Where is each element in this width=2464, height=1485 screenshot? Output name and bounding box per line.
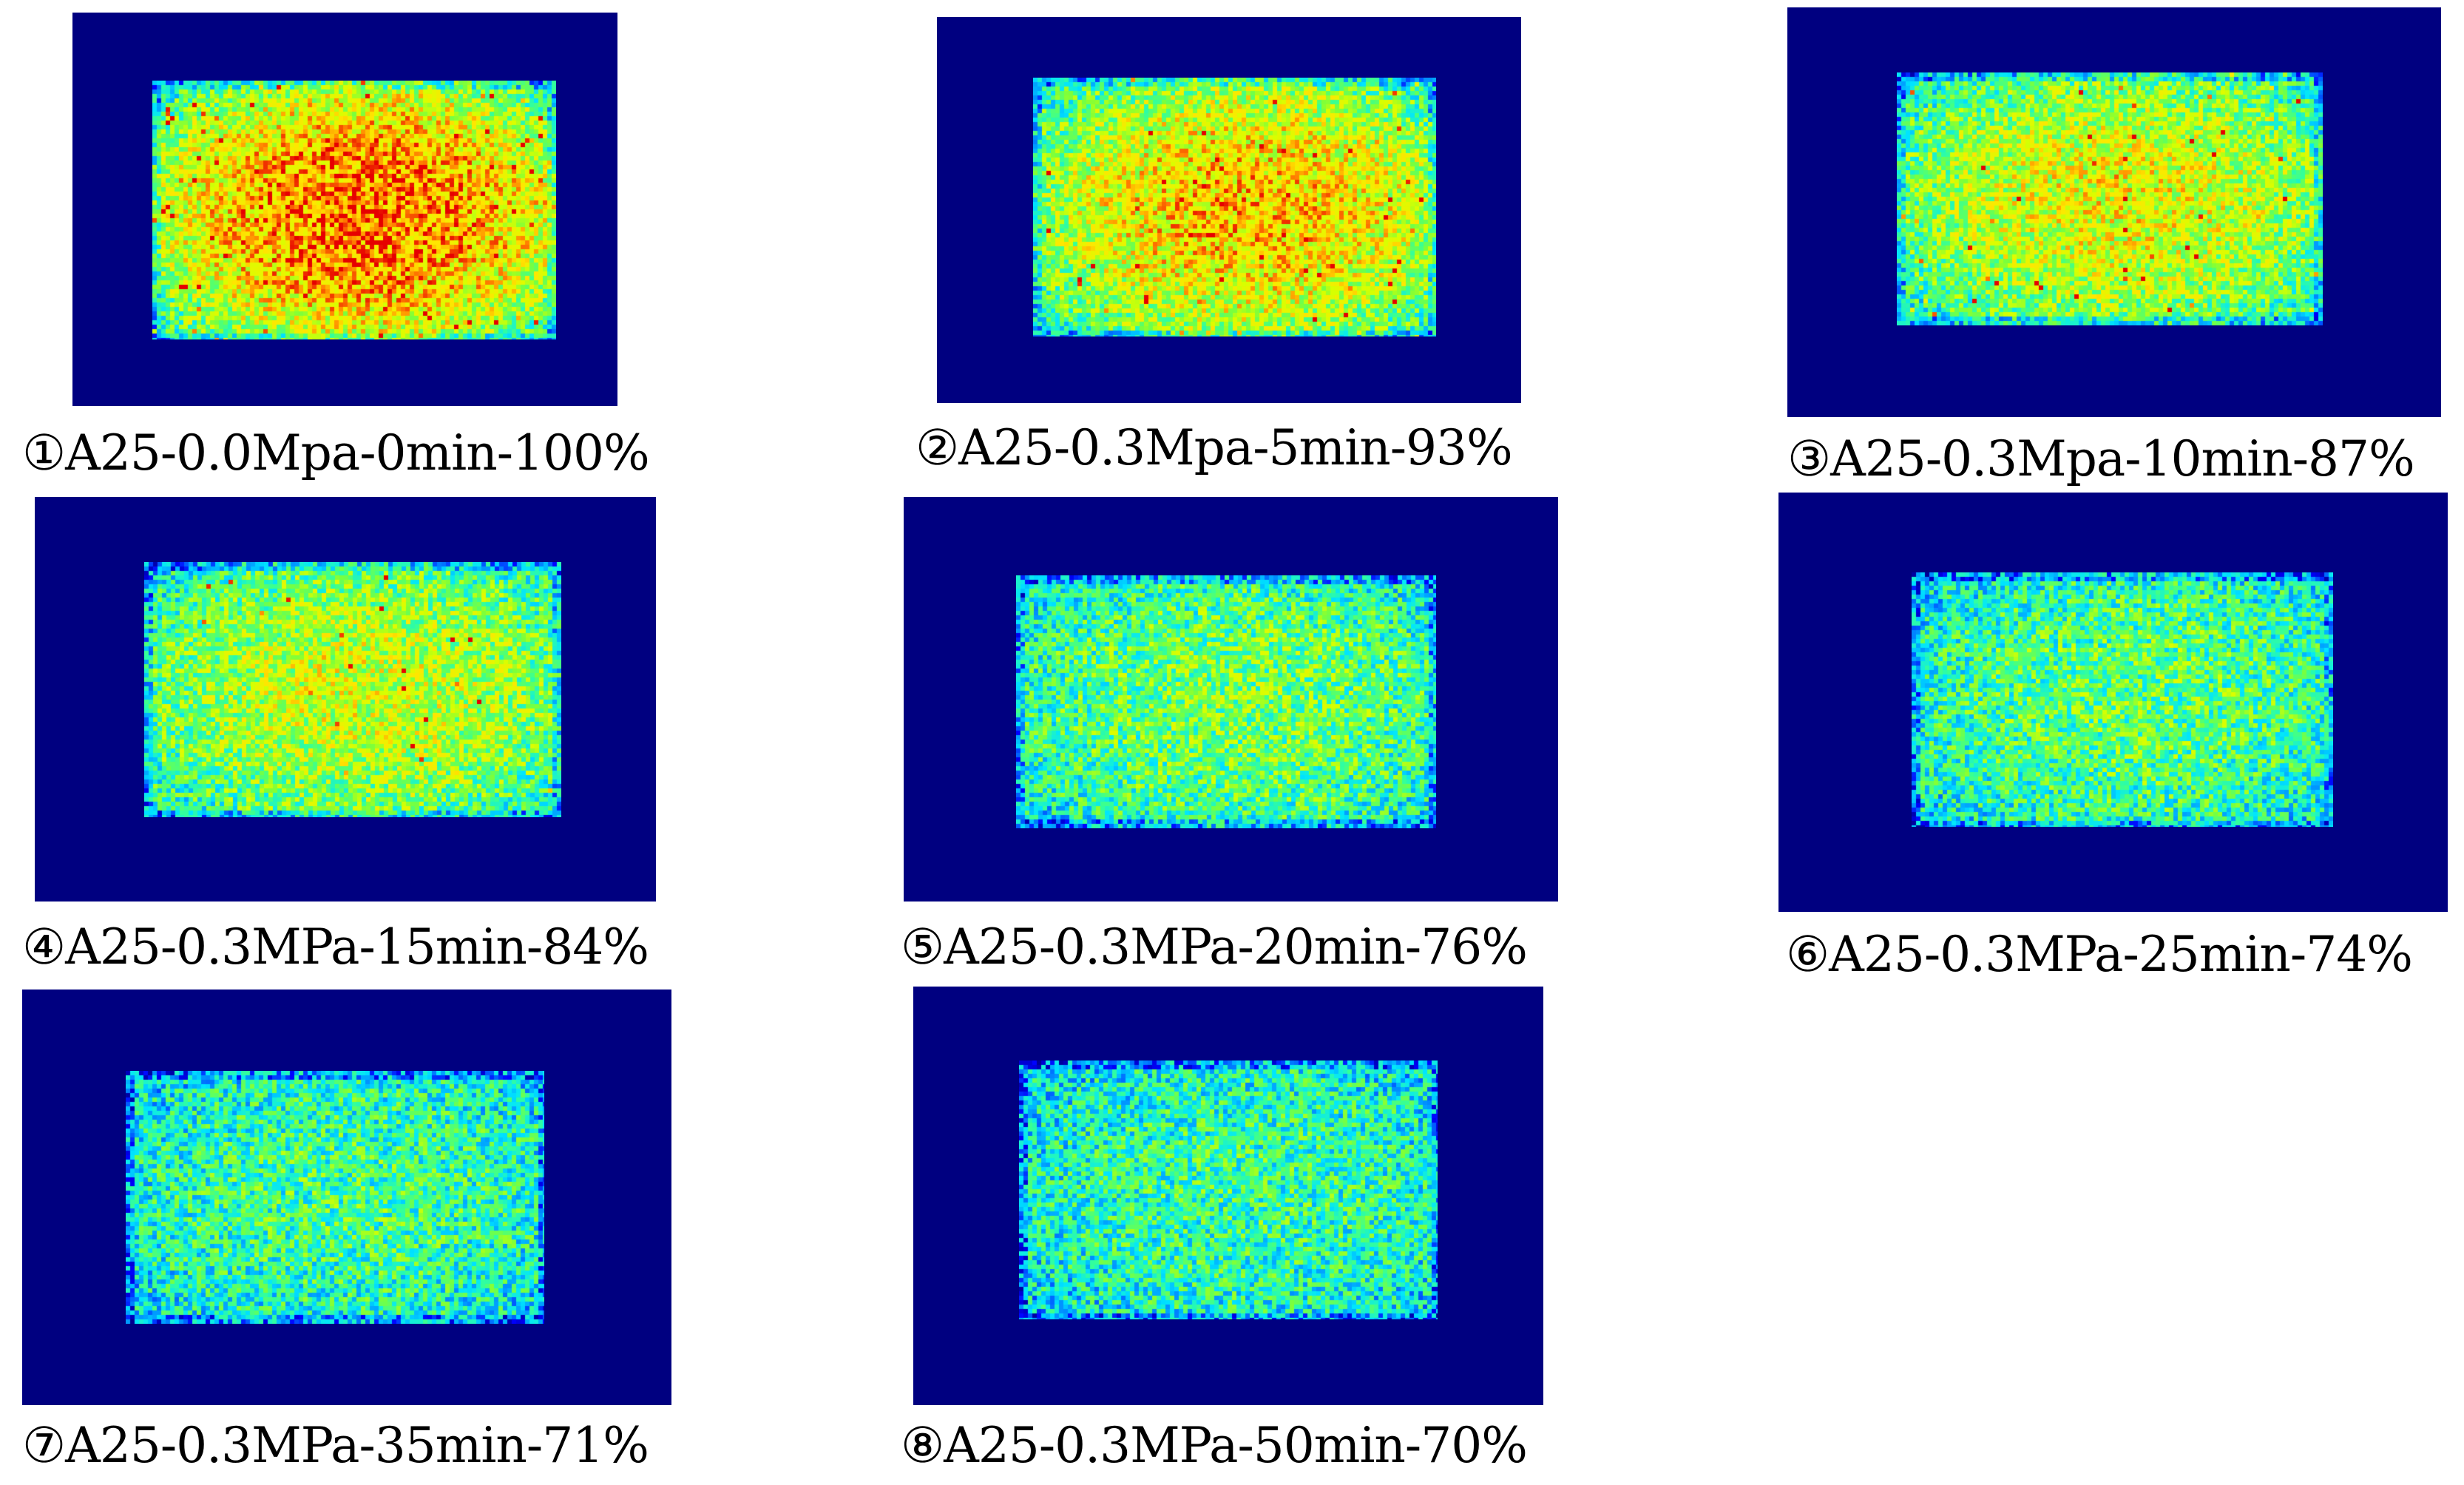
panel-label-3: ③A25-0.3Mpa-10min-87% — [1787, 430, 2415, 487]
signal-map-8 — [913, 987, 1543, 1405]
signal-map-4 — [35, 497, 656, 902]
panel-label-6: ⑥A25-0.3MPa-25min-74% — [1786, 926, 2413, 983]
panel-label-5: ⑤A25-0.3MPa-20min-76% — [901, 919, 1528, 975]
panel-label-7: ⑦A25-0.3MPa-35min-71% — [22, 1417, 649, 1474]
panel-label-4: ④A25-0.3MPa-15min-84% — [22, 919, 649, 975]
signal-heatmap-2 — [1033, 78, 1436, 336]
signal-map-5 — [904, 497, 1558, 902]
signal-map-3 — [1787, 7, 2441, 417]
signal-heatmap-8 — [1019, 1061, 1438, 1319]
signal-heatmap-6 — [1912, 572, 2333, 827]
signal-heatmap-7 — [126, 1071, 544, 1324]
signal-map-6 — [1778, 493, 2448, 912]
signal-heatmap-1 — [152, 81, 556, 339]
signal-map-7 — [22, 990, 671, 1405]
signal-map-2 — [937, 17, 1521, 403]
panel-label-2: ②A25-0.3Mpa-5min-93% — [915, 419, 1513, 476]
panel-label-1: ①A25-0.0Mpa-0min-100% — [22, 424, 650, 481]
signal-heatmap-3 — [1897, 72, 2323, 325]
signal-heatmap-5 — [1016, 575, 1436, 828]
signal-map-1 — [72, 13, 617, 406]
signal-heatmap-4 — [144, 562, 561, 817]
panel-label-8: ⑧A25-0.3MPa-50min-70% — [901, 1417, 1528, 1474]
